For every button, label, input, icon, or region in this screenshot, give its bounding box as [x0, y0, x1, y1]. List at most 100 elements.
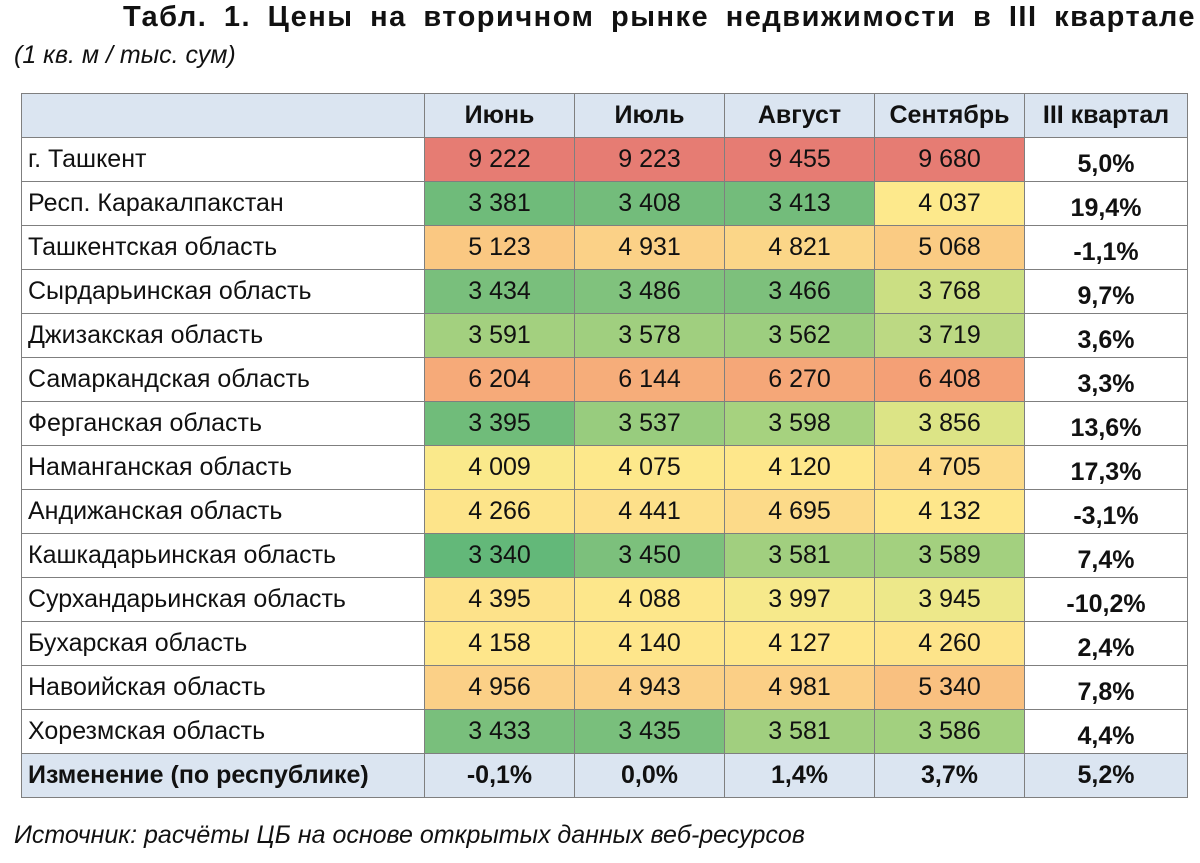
total-june: -0,1% — [424, 753, 575, 798]
quarter-change-cell: 17,3% — [1024, 445, 1188, 490]
price-cell-september: 5 340 — [874, 665, 1025, 710]
price-cell-june: 5 123 — [424, 225, 575, 270]
table-row: Наманганская область 4 009 4 075 4 120 4 705… — [21, 445, 1188, 490]
price-cell-september: 3 719 — [874, 313, 1025, 358]
price-cell-september: 3 586 — [874, 709, 1025, 754]
price-cell-july: 4 441 — [574, 489, 725, 534]
region-cell: Андижанская область — [21, 489, 425, 534]
region-cell: Бухарская область — [21, 621, 425, 666]
price-cell-july: 4 088 — [574, 577, 725, 622]
header-cell-june: Июнь — [424, 93, 575, 138]
price-cell-august: 3 997 — [724, 577, 875, 622]
table-body: г. Ташкент 9 222 9 223 9 455 9 680 5,0% Респ. … — [21, 137, 1188, 754]
header-row: Июнь Июль Август Сентябрь III квартал — [21, 93, 1188, 138]
total-row: Изменение (по республике) -0,1% 0,0% 1,4… — [21, 753, 1188, 798]
prices-table: Июнь Июль Август Сентябрь III квартал г.… — [21, 93, 1188, 798]
price-cell-september: 5 068 — [874, 225, 1025, 270]
table-row: Сырдарьинская область 3 434 3 486 3 466 3 76… — [21, 269, 1188, 314]
region-cell: Джизакская область — [21, 313, 425, 358]
price-cell-july: 4 075 — [574, 445, 725, 490]
price-cell-july: 9 223 — [574, 137, 725, 182]
price-cell-july: 3 435 — [574, 709, 725, 754]
table-row: Навоийская область 4 956 4 943 4 981 5 340 7,… — [21, 665, 1188, 710]
header-cell-august: Август — [724, 93, 875, 138]
quarter-change-cell: 7,8% — [1024, 665, 1188, 710]
quarter-change-cell: 3,3% — [1024, 357, 1188, 402]
table-row: Ташкентская область 5 123 4 931 4 821 5 068-… — [21, 225, 1188, 270]
table-row: Джизакская область 3 591 3 578 3 562 3 719 3,… — [21, 313, 1188, 358]
price-cell-july: 3 578 — [574, 313, 725, 358]
price-cell-september: 3 945 — [874, 577, 1025, 622]
table-row: Самаркандская область 6 204 6 144 6 270 6 40… — [21, 357, 1188, 402]
table-units: (1 кв. м / тыс. сум) — [14, 41, 236, 69]
price-cell-august: 3 581 — [724, 709, 875, 754]
total-july: 0,0% — [574, 753, 725, 798]
price-cell-august: 4 695 — [724, 489, 875, 534]
price-cell-september: 4 260 — [874, 621, 1025, 666]
price-cell-july: 3 450 — [574, 533, 725, 578]
price-cell-august: 3 581 — [724, 533, 875, 578]
quarter-change-cell: -1,1% — [1024, 225, 1188, 270]
price-cell-september: 4 705 — [874, 445, 1025, 490]
header-cell-quarter: III квартал — [1024, 93, 1188, 138]
table-row: Сурхандарьинская область 4 395 4 088 3 997 3… — [21, 577, 1188, 622]
price-cell-august: 4 127 — [724, 621, 875, 666]
table-row: Кашкадарьинская область 3 340 3 450 3 581 3 … — [21, 533, 1188, 578]
quarter-change-cell: -10,2% — [1024, 577, 1188, 622]
region-cell: Ташкентская область — [21, 225, 425, 270]
price-cell-july: 3 408 — [574, 181, 725, 226]
price-cell-june: 3 381 — [424, 181, 575, 226]
price-cell-august: 4 120 — [724, 445, 875, 490]
price-cell-june: 4 009 — [424, 445, 575, 490]
table-row: Бухарская область 4 158 4 140 4 127 4 260 2,4… — [21, 621, 1188, 666]
table-row: г. Ташкент 9 222 9 223 9 455 9 680 5,0% — [21, 137, 1188, 182]
price-cell-june: 6 204 — [424, 357, 575, 402]
price-cell-august: 3 562 — [724, 313, 875, 358]
quarter-change-cell: 4,4% — [1024, 709, 1188, 754]
price-cell-july: 4 140 — [574, 621, 725, 666]
quarter-change-cell: 2,4% — [1024, 621, 1188, 666]
price-cell-july: 3 486 — [574, 269, 725, 314]
region-cell: Хорезмская область — [21, 709, 425, 754]
quarter-change-cell: 19,4% — [1024, 181, 1188, 226]
price-cell-july: 4 931 — [574, 225, 725, 270]
price-cell-june: 4 266 — [424, 489, 575, 534]
region-cell: Кашкадарьинская область — [21, 533, 425, 578]
source-note: Источник: расчёты ЦБ на основе открытых … — [14, 821, 805, 849]
price-cell-august: 6 270 — [724, 357, 875, 402]
total-september: 3,7% — [874, 753, 1025, 798]
total-august: 1,4% — [724, 753, 875, 798]
price-cell-august: 9 455 — [724, 137, 875, 182]
price-cell-july: 6 144 — [574, 357, 725, 402]
price-cell-september: 4 132 — [874, 489, 1025, 534]
price-cell-august: 3 466 — [724, 269, 875, 314]
region-cell: Наманганская область — [21, 445, 425, 490]
price-cell-august: 4 981 — [724, 665, 875, 710]
price-cell-june: 4 158 — [424, 621, 575, 666]
price-cell-september: 3 856 — [874, 401, 1025, 446]
price-cell-august: 3 598 — [724, 401, 875, 446]
quarter-change-cell: 7,4% — [1024, 533, 1188, 578]
price-cell-september: 3 768 — [874, 269, 1025, 314]
price-cell-september: 9 680 — [874, 137, 1025, 182]
price-cell-september: 6 408 — [874, 357, 1025, 402]
table-row: Респ. Каракалпакстан 3 381 3 408 3 413 4 037… — [21, 181, 1188, 226]
quarter-change-cell: 13,6% — [1024, 401, 1188, 446]
price-cell-september: 3 589 — [874, 533, 1025, 578]
table-title: Табл. 1. Цены на вторичном рынке недвижи… — [123, 1, 1196, 33]
quarter-change-cell: -3,1% — [1024, 489, 1188, 534]
price-cell-august: 3 413 — [724, 181, 875, 226]
price-cell-june: 9 222 — [424, 137, 575, 182]
price-cell-june: 4 395 — [424, 577, 575, 622]
price-cell-june: 3 433 — [424, 709, 575, 754]
quarter-change-cell: 5,0% — [1024, 137, 1188, 182]
price-cell-june: 4 956 — [424, 665, 575, 710]
region-cell: Сурхандарьинская область — [21, 577, 425, 622]
price-cell-june: 3 434 — [424, 269, 575, 314]
price-cell-june: 3 591 — [424, 313, 575, 358]
price-cell-august: 4 821 — [724, 225, 875, 270]
region-cell: Респ. Каракалпакстан — [21, 181, 425, 226]
region-cell: г. Ташкент — [21, 137, 425, 182]
region-cell: Навоийская область — [21, 665, 425, 710]
total-quarter: 5,2% — [1024, 753, 1188, 798]
